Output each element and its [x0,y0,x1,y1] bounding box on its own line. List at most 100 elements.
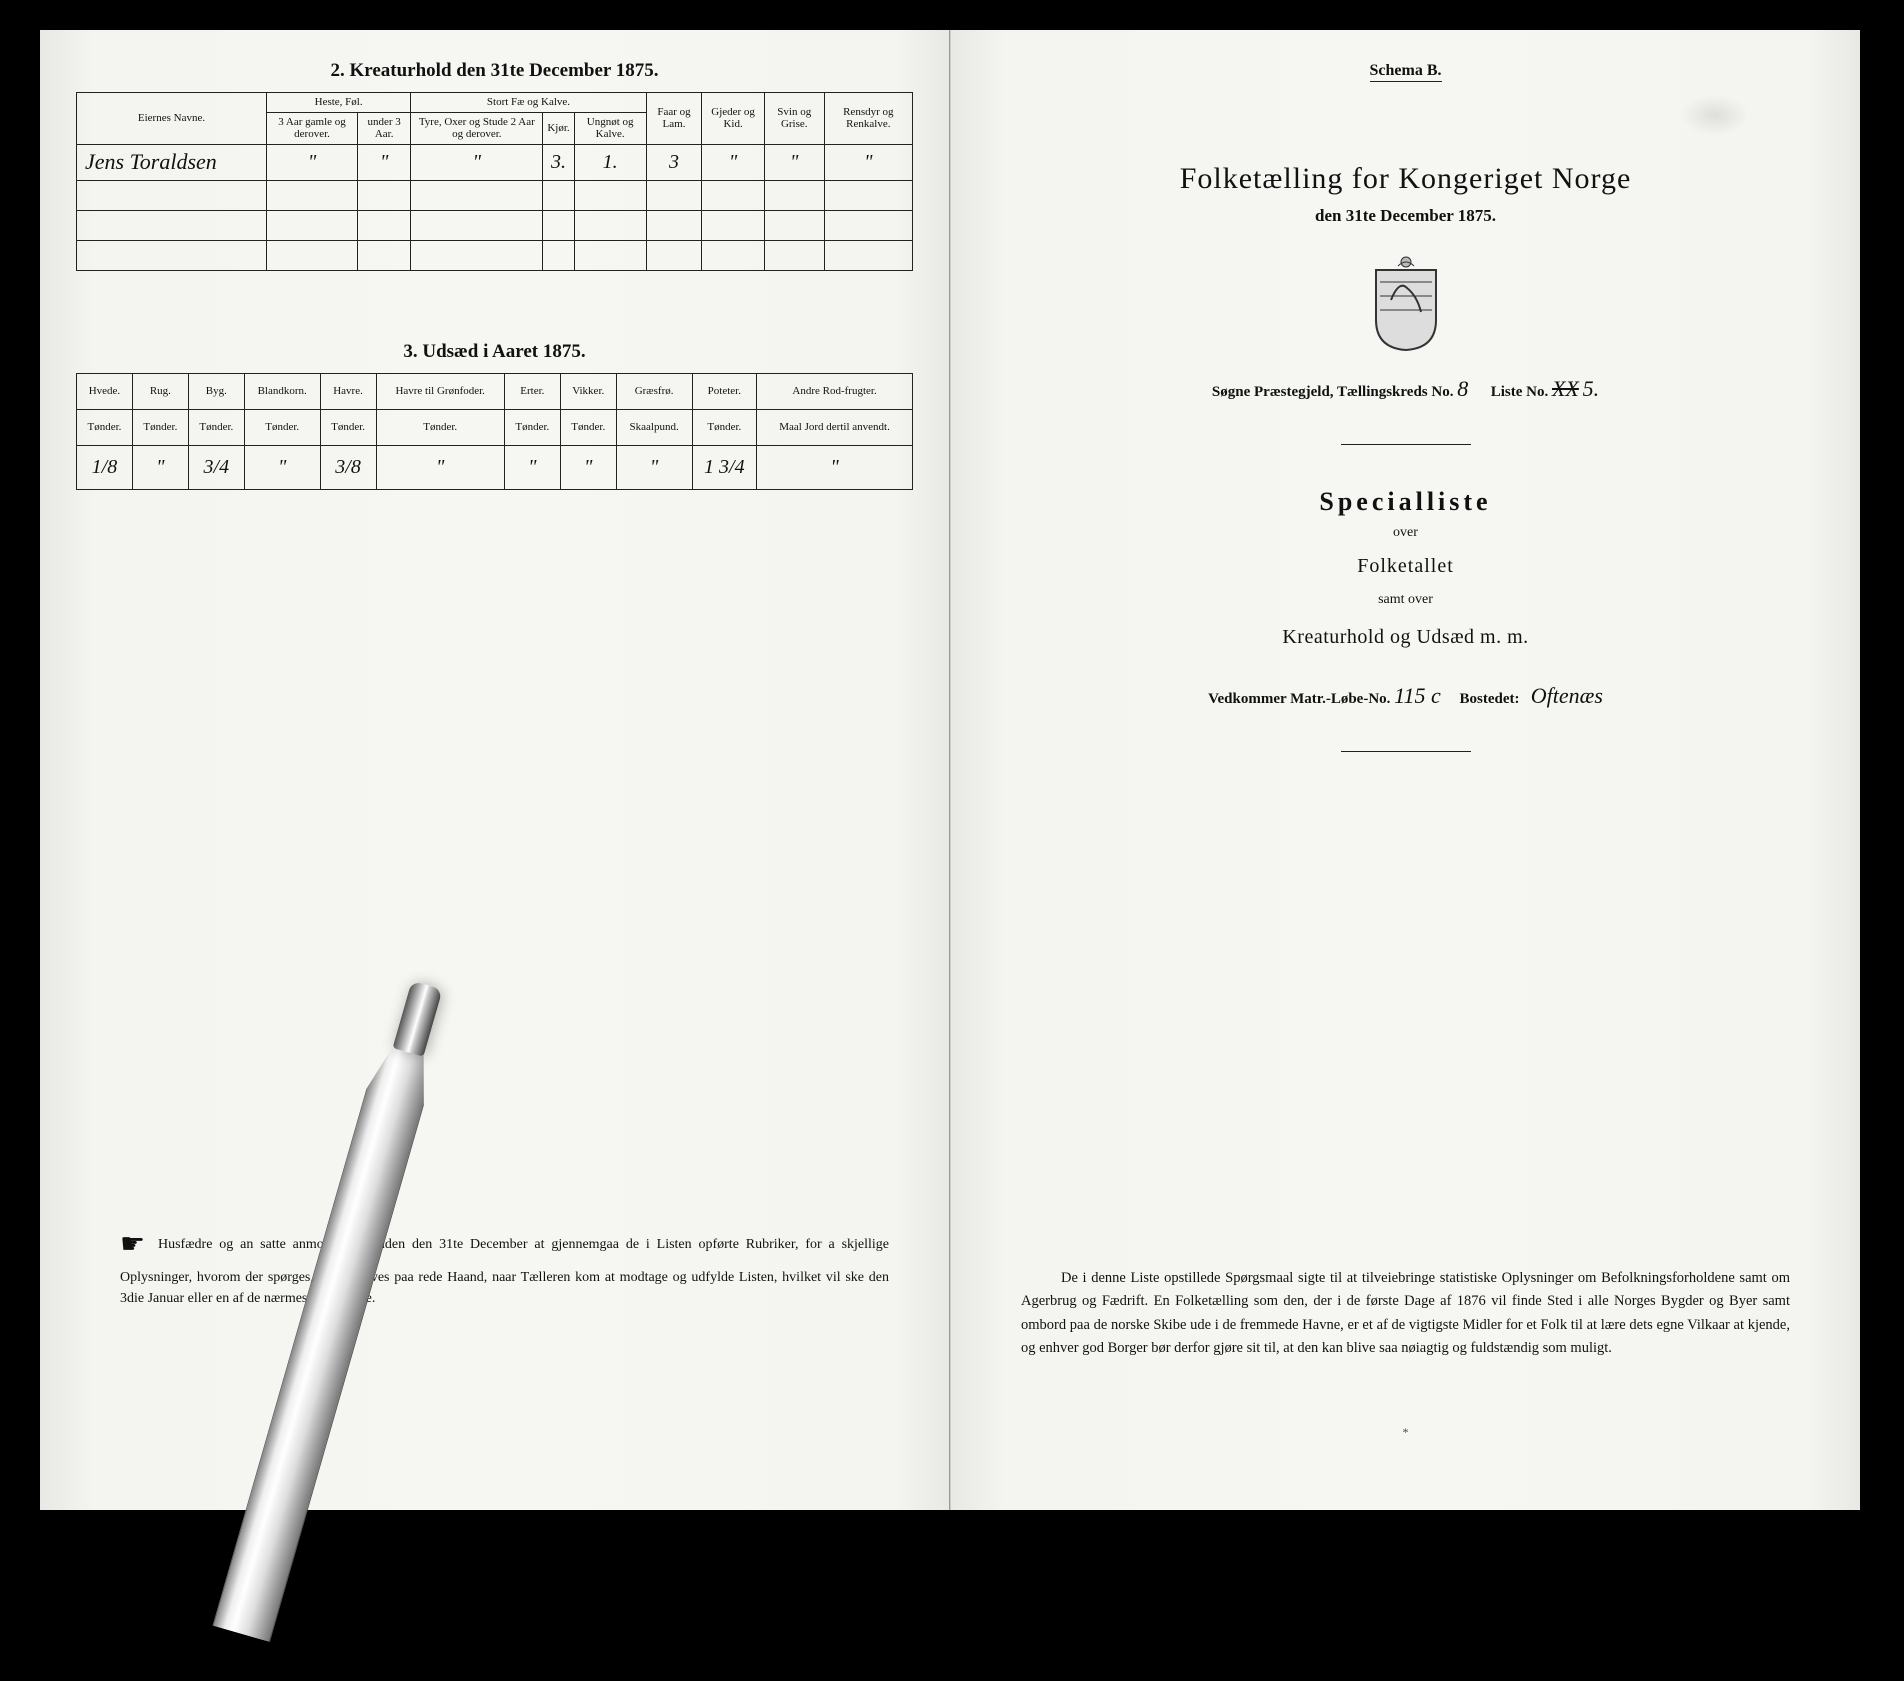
table-row [77,240,913,270]
col: Havre. [320,373,376,409]
cell: " [616,445,692,489]
pen-shaft [212,1030,441,1643]
cell: " [702,144,765,180]
colgrp-heste: Heste, Føl. [267,93,411,113]
pointing-hand-icon: ☛ [120,1223,145,1266]
section3-title: 3. Udsæd i Aaret 1875. [76,341,913,363]
matr-no: 115 c [1394,683,1441,708]
col-s1: Tyre, Oxer og Stude 2 Aar og derover. [411,112,543,144]
livestock-table: Eiernes Navne. Heste, Føl. Stort Fæ og K… [76,92,913,271]
col-owner: Eiernes Navne. [77,93,267,145]
over-label: over [987,525,1824,541]
cell: " [824,144,912,180]
col: Hvede. [77,373,133,409]
divider [1341,751,1471,752]
col: Græsfrø. [616,373,692,409]
unit: Tønder. [132,409,188,445]
liste-label: Liste No. [1491,384,1549,400]
left-page: 2. Kreaturhold den 31te December 1875. E… [40,30,950,1510]
unit: Tønder. [376,409,504,445]
unit: Tønder. [560,409,616,445]
cell: " [244,445,320,489]
bostedet-label: Bostedet: [1460,691,1520,707]
footnote-text: Husfædre og an satte anmodes om inden de… [120,1237,889,1306]
col: Byg. [188,373,244,409]
parish-label: Søgne Præstegjeld, Tællingskreds No. [1212,384,1454,400]
liste-no: 5. [1583,376,1600,401]
cell: 3/8 [320,445,376,489]
liste-struck: XX [1552,376,1579,401]
kreds-no: 8 [1457,376,1468,401]
cell: 1 3/4 [692,445,757,489]
table-row: Jens Toraldsen " " " 3. 1. 3 " " " [77,144,913,180]
unit: Maal Jord dertil anvendt. [757,409,913,445]
unit: Tønder. [188,409,244,445]
col-h2: under 3 Aar. [358,112,411,144]
cell: " [376,445,504,489]
table-row [77,210,913,240]
unit: Tønder. [244,409,320,445]
book-spread: 2. Kreaturhold den 31te December 1875. E… [40,30,1860,1510]
col-gjeder: Gjeder og Kid. [702,93,765,145]
sowing-table: Hvede. Rug. Byg. Blandkorn. Havre. Havre… [76,373,913,490]
unit: Tønder. [504,409,560,445]
col: Blandkorn. [244,373,320,409]
cell: 3. [543,144,574,180]
pen-tip [393,981,443,1057]
coat-of-arms-icon [1366,252,1446,352]
cell: " [411,144,543,180]
col-s2: Kjør. [543,112,574,144]
section3: 3. Udsæd i Aaret 1875. Hvede. Rug. Byg. … [76,341,913,490]
table-row: 1/8 " 3/4 " 3/8 " " " " 1 3/4 " [77,445,913,489]
col-svin: Svin og Grise. [764,93,824,145]
paper-smudge [1680,94,1750,136]
unit: Tønder. [692,409,757,445]
col-s3: Ungnøt og Kalve. [574,112,646,144]
bottom-paragraph: De i denne Liste opstillede Spørgsmaal s… [1021,1267,1790,1360]
colgrp-storfe: Stort Fæ og Kalve. [411,93,646,113]
col: Havre til Grønfoder. [376,373,504,409]
col: Poteter. [692,373,757,409]
unit: Tønder. [320,409,376,445]
left-footnote: ☛ Husfædre og an satte anmodes om inden … [120,1223,889,1310]
samt-label: samt over [987,592,1824,608]
cell: " [757,445,913,489]
cell: " [504,445,560,489]
census-title: Folketælling for Kongeriget Norge [987,162,1824,196]
census-date: den 31te December 1875. [987,206,1824,226]
cell: " [267,144,358,180]
schema-label: Schema B. [1370,62,1442,82]
page-mark: * [951,1425,1860,1440]
specialliste-heading: Specialliste [987,487,1824,517]
parish-line: Søgne Præstegjeld, Tællingskreds No. 8 L… [987,376,1824,402]
col-faar: Faar og Lam. [646,93,702,145]
cell: " [132,445,188,489]
cell: 1/8 [77,445,133,489]
unit: Skaalpund. [616,409,692,445]
header-row: Hvede. Rug. Byg. Blandkorn. Havre. Havre… [77,373,913,409]
unit: Tønder. [77,409,133,445]
cell: 3 [646,144,702,180]
kreatur-label: Kreaturhold og Udsæd m. m. [987,626,1824,649]
cell: " [358,144,411,180]
section2-title: 2. Kreaturhold den 31te December 1875. [76,60,913,82]
bostedet-value: Oftenæs [1531,683,1603,708]
divider [1341,444,1471,445]
matr-line: Vedkommer Matr.-Løbe-No. 115 c Bostedet:… [987,683,1824,709]
table-row [77,180,913,210]
col: Rug. [132,373,188,409]
col: Erter. [504,373,560,409]
cell: " [764,144,824,180]
col: Vikker. [560,373,616,409]
col-h1: 3 Aar gamle og derover. [267,112,358,144]
unit-row: Tønder. Tønder. Tønder. Tønder. Tønder. … [77,409,913,445]
folketallet-label: Folketallet [987,555,1824,578]
cell: 3/4 [188,445,244,489]
owner-name: Jens Toraldsen [77,144,267,180]
cell: " [560,445,616,489]
cell: 1. [574,144,646,180]
col: Andre Rod-frugter. [757,373,913,409]
matr-label: Vedkommer Matr.-Løbe-No. [1208,691,1390,707]
right-page: Schema B. Folketælling for Kongeriget No… [950,30,1860,1510]
col-rensdyr: Rensdyr og Renkalve. [824,93,912,145]
